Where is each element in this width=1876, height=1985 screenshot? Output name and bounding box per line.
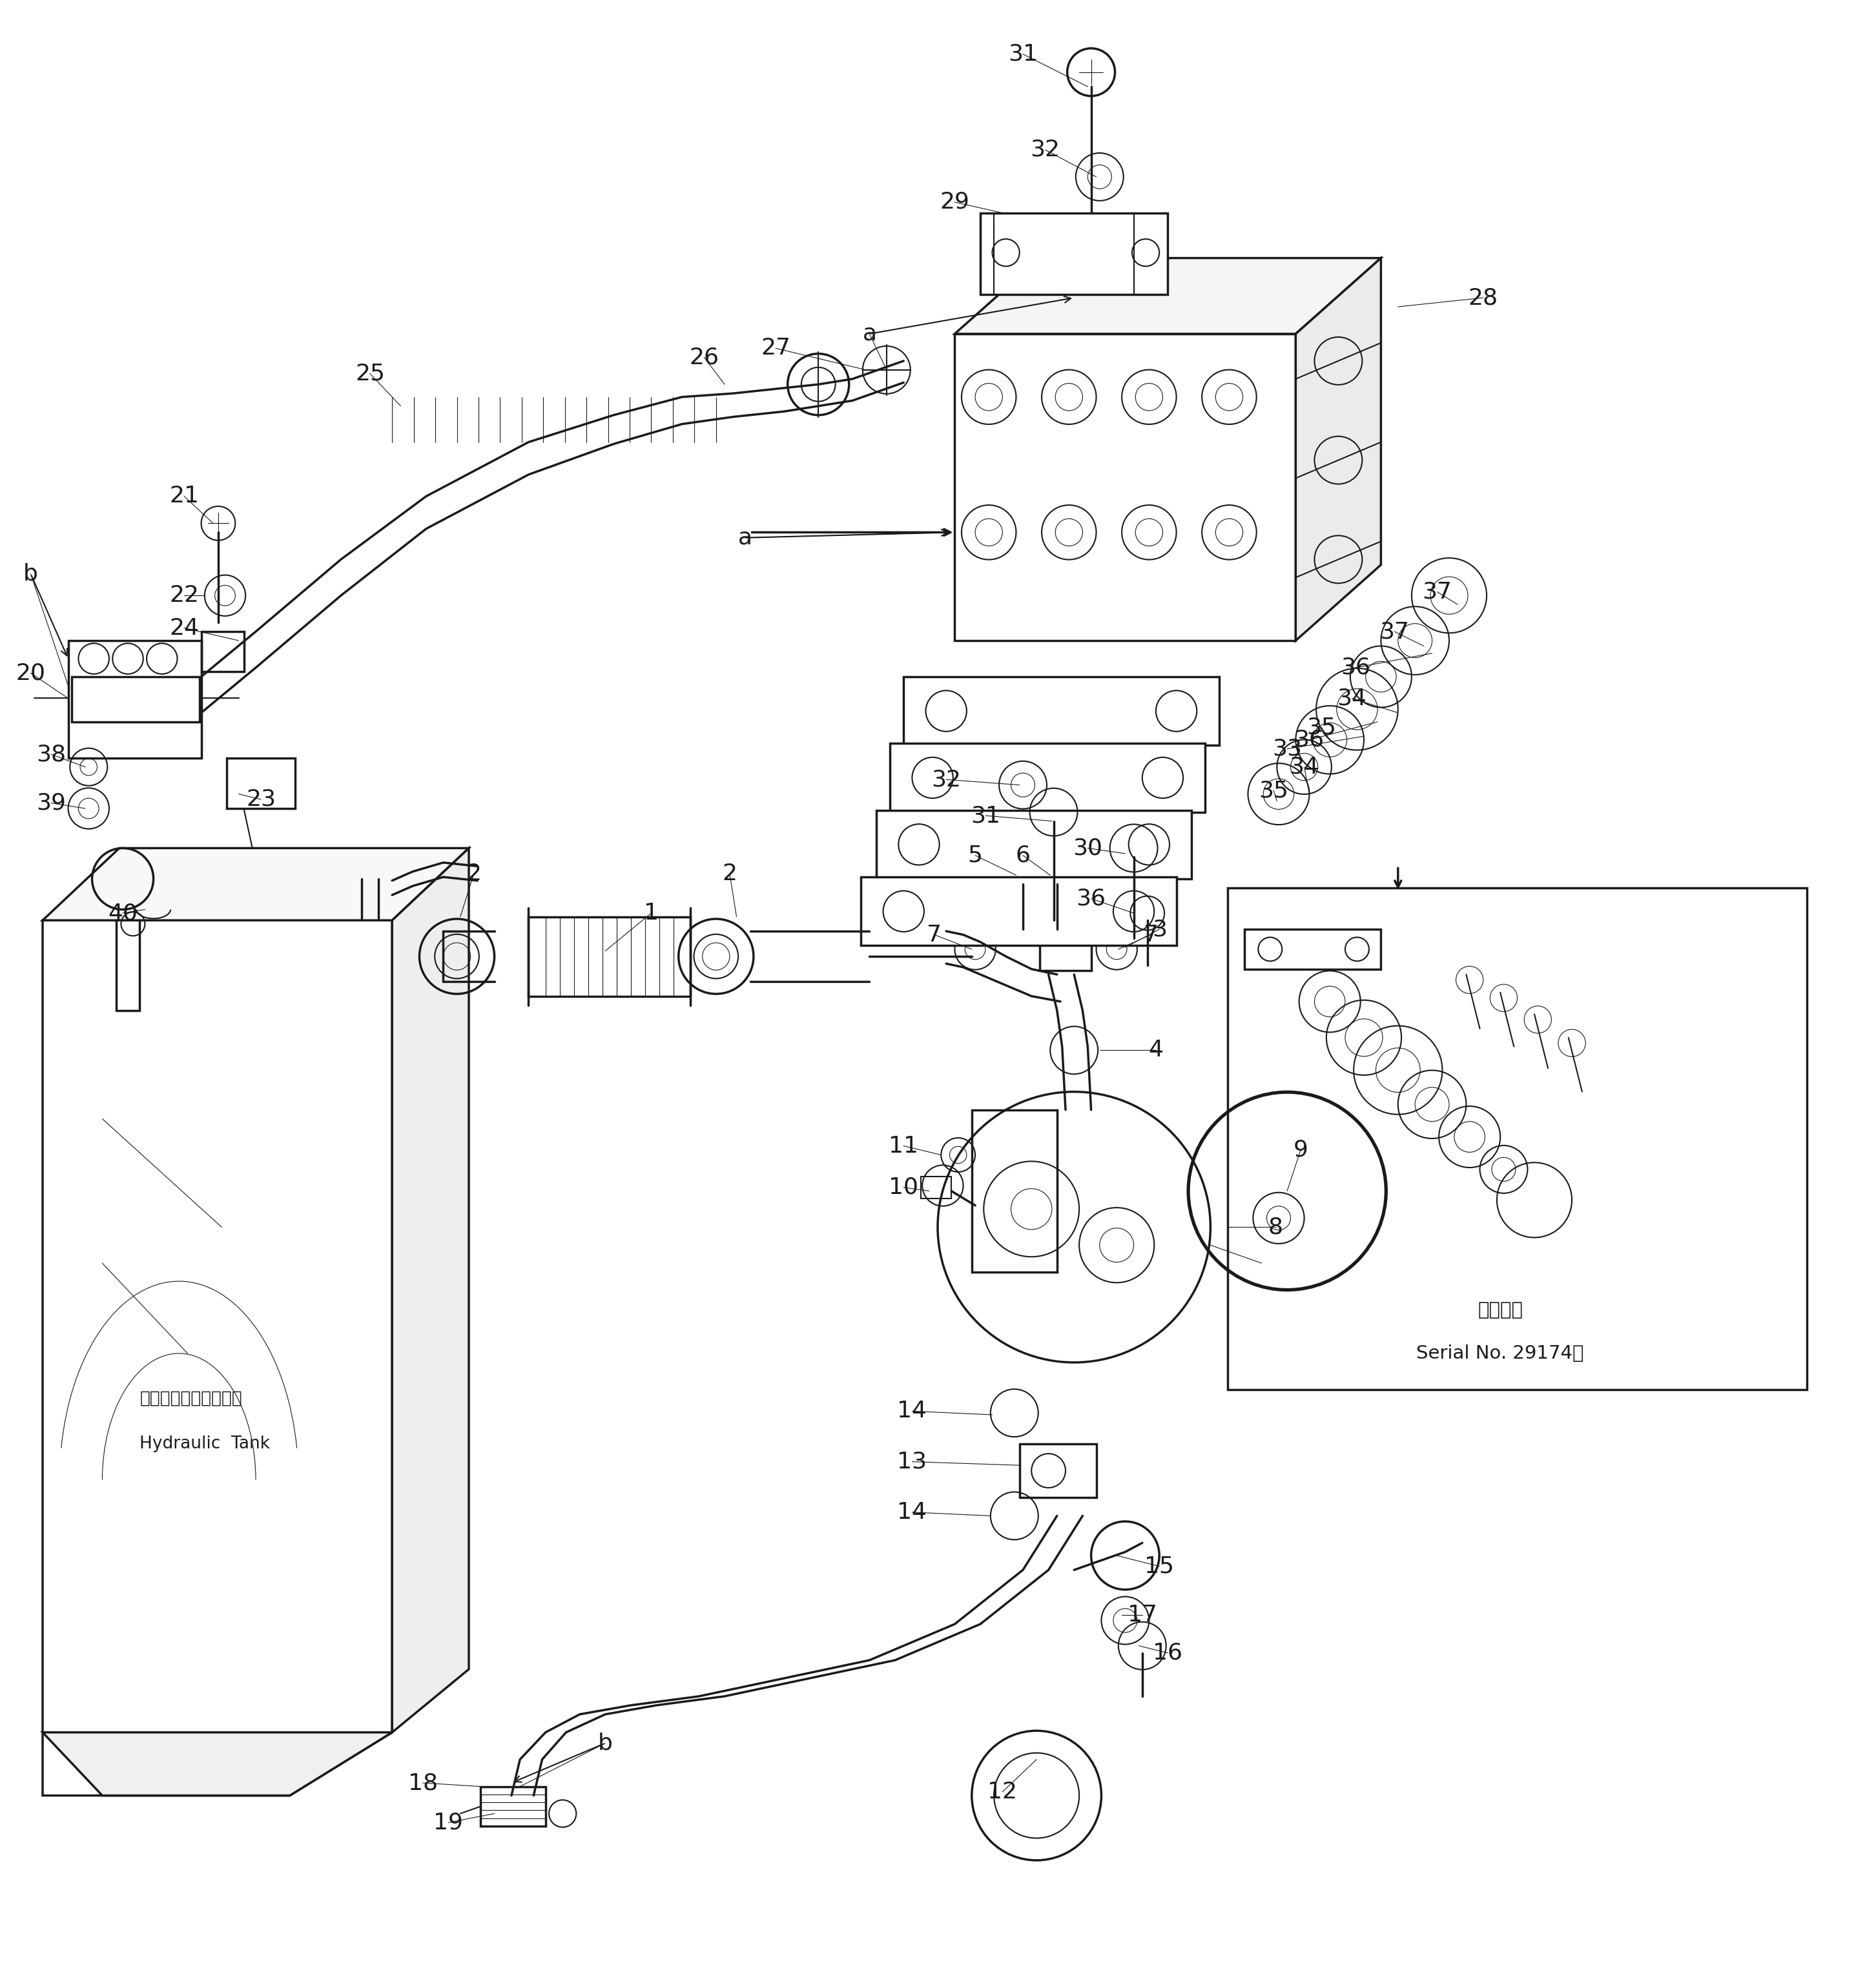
Polygon shape <box>955 333 1296 641</box>
Text: 18: 18 <box>407 1773 437 1794</box>
Text: 37: 37 <box>1422 582 1452 603</box>
Text: 6: 6 <box>1015 844 1030 865</box>
Bar <box>1019 1443 1096 1499</box>
Bar <box>861 877 1176 945</box>
Text: 28: 28 <box>1469 286 1499 310</box>
Bar <box>876 810 1191 879</box>
Text: 35: 35 <box>1259 780 1289 802</box>
Text: 37: 37 <box>1379 621 1409 643</box>
Text: 17: 17 <box>1127 1604 1157 1626</box>
Bar <box>904 677 1219 744</box>
Text: 35: 35 <box>1306 717 1336 738</box>
Text: 21: 21 <box>169 484 199 508</box>
Text: a: a <box>863 324 876 345</box>
Text: 34: 34 <box>1338 687 1368 709</box>
Text: 5: 5 <box>968 844 983 865</box>
Text: 1: 1 <box>643 901 658 925</box>
Text: ハイドロリックタンク: ハイドロリックタンク <box>141 1389 242 1407</box>
Bar <box>921 1177 951 1199</box>
Text: 14: 14 <box>897 1399 927 1421</box>
Polygon shape <box>43 921 392 1796</box>
Bar <box>981 212 1169 294</box>
Text: 23: 23 <box>246 788 276 810</box>
Polygon shape <box>392 848 469 1733</box>
Text: 32: 32 <box>1030 139 1060 161</box>
Text: 15: 15 <box>1144 1556 1174 1578</box>
Text: 20: 20 <box>15 663 45 685</box>
Text: 19: 19 <box>433 1812 463 1834</box>
Text: 10: 10 <box>889 1177 919 1199</box>
Polygon shape <box>68 641 201 758</box>
Text: 38: 38 <box>36 742 66 766</box>
Text: 8: 8 <box>1268 1217 1283 1239</box>
Circle shape <box>1009 863 1037 891</box>
Text: 36: 36 <box>1341 657 1369 679</box>
Text: 40: 40 <box>109 901 137 925</box>
Text: 31: 31 <box>1007 44 1037 66</box>
Text: 12: 12 <box>987 1781 1017 1802</box>
Text: 27: 27 <box>762 337 790 359</box>
Circle shape <box>1043 863 1071 891</box>
Bar <box>1227 887 1807 1389</box>
Text: 24: 24 <box>169 617 199 639</box>
Text: 32: 32 <box>930 768 961 790</box>
Text: 25: 25 <box>355 363 385 385</box>
Polygon shape <box>1296 258 1381 641</box>
Text: 31: 31 <box>970 804 1000 826</box>
Text: 3: 3 <box>1152 919 1167 941</box>
Text: a: a <box>737 526 752 548</box>
Text: 36: 36 <box>1077 887 1107 909</box>
Text: 36: 36 <box>1294 728 1324 750</box>
Polygon shape <box>43 848 469 921</box>
Text: 9: 9 <box>1293 1139 1308 1161</box>
Text: 33: 33 <box>1272 738 1302 760</box>
Bar <box>480 1786 546 1826</box>
Text: Hydraulic  Tank: Hydraulic Tank <box>141 1435 270 1453</box>
Polygon shape <box>955 258 1381 333</box>
Text: 16: 16 <box>1154 1642 1182 1663</box>
Text: 4: 4 <box>1148 1040 1163 1062</box>
Text: 14: 14 <box>897 1501 927 1522</box>
Text: 2: 2 <box>722 861 737 885</box>
Text: 29: 29 <box>940 191 970 212</box>
Text: 22: 22 <box>169 584 199 607</box>
Bar <box>71 677 199 723</box>
Text: 適用号機: 適用号機 <box>1478 1300 1523 1320</box>
Text: 7: 7 <box>927 923 942 945</box>
Text: b: b <box>598 1733 613 1755</box>
Bar <box>529 917 690 996</box>
Ellipse shape <box>938 1092 1210 1362</box>
Text: 34: 34 <box>1289 756 1319 778</box>
Bar <box>201 631 244 671</box>
Text: 30: 30 <box>1073 838 1103 860</box>
Polygon shape <box>43 1733 392 1796</box>
Text: 26: 26 <box>688 345 719 369</box>
Text: b: b <box>23 564 38 586</box>
Bar <box>1039 925 1092 971</box>
Bar <box>889 744 1206 812</box>
Bar <box>1244 929 1381 969</box>
Bar <box>972 1110 1056 1272</box>
Text: 39: 39 <box>36 792 66 814</box>
Text: 7: 7 <box>1142 923 1157 945</box>
Text: Serial No. 29174～: Serial No. 29174～ <box>1416 1344 1583 1362</box>
Text: 2: 2 <box>467 861 482 885</box>
Text: 13: 13 <box>897 1451 927 1473</box>
Bar <box>227 758 295 808</box>
Text: 11: 11 <box>889 1135 919 1157</box>
